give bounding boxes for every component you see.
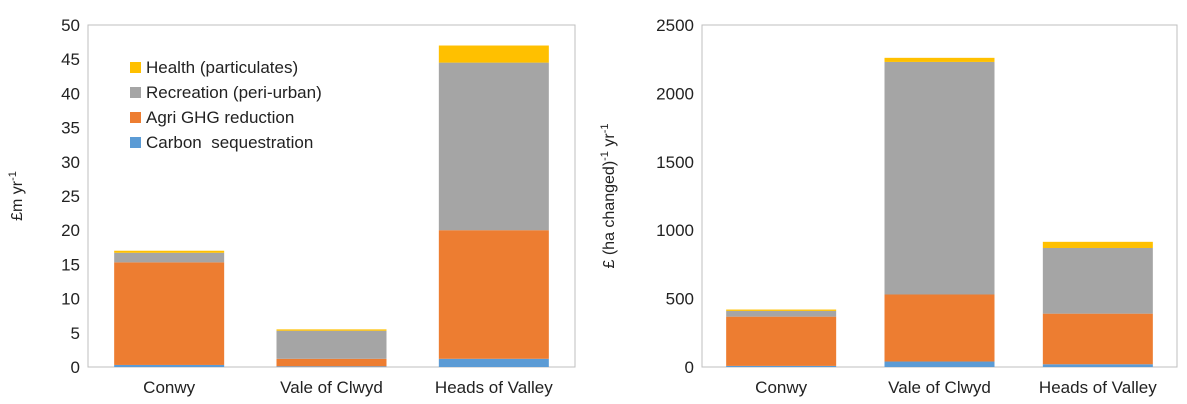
chart1-y-axis-label: £ (ha changed)-1 yr-1	[599, 124, 618, 269]
chart0-bar-2-segment-4	[276, 329, 387, 331]
chart1-bar-1-segment-2	[726, 316, 837, 366]
chart0-bar-1-segment-3	[114, 252, 225, 263]
chart1-y-tick-label: 1000	[656, 221, 694, 240]
chart1-y-axis-label-part: -1	[599, 151, 611, 161]
chart0-bar-3-segment-2	[438, 230, 549, 359]
chart0-x-tick-label: Conwy	[143, 378, 195, 397]
chart0-y-tick-label: 25	[61, 187, 80, 206]
chart1-y-axis-label-part: yr	[601, 133, 618, 151]
chart0-legend-swatch-2	[130, 112, 141, 123]
chart1-bar-3-segment-2	[1042, 313, 1153, 365]
chart0-legend-label-3: Recreation (peri-urban)	[146, 83, 322, 102]
chart0-legend-label-1: Carbon sequestration	[146, 133, 313, 152]
chart0-legend-label-2: Agri GHG reduction	[146, 108, 294, 127]
chart0-y-axis-label-sup: -1	[7, 171, 19, 181]
chart0-y-tick-label: 35	[61, 119, 80, 138]
chart0-y-tick-label: 5	[71, 324, 80, 343]
chart0-x-tick-label: Vale of Clwyd	[280, 378, 383, 397]
chart0-bar-2-segment-3	[276, 330, 387, 359]
chart0-legend-swatch-3	[130, 87, 141, 98]
chart0-legend-swatch-4	[130, 62, 141, 73]
chart1-y-tick-label: 1500	[656, 153, 694, 172]
chart1-bar-3-segment-3	[1042, 247, 1153, 314]
chart0-y-tick-label: 20	[61, 221, 80, 240]
chart1-bar-2-segment-2	[884, 294, 995, 362]
chart0-legend-swatch-1	[130, 137, 141, 148]
chart0-y-tick-label: 30	[61, 153, 80, 172]
chart1-y-tick-label: 2000	[656, 84, 694, 103]
chart0-bar-3-segment-4	[438, 45, 549, 63]
chart0-y-tick-label: 10	[61, 290, 80, 309]
chart1-bar-2-segment-3	[884, 61, 995, 295]
chart0-bar-1-segment-2	[114, 262, 225, 365]
chart0-bar-1-segment-4	[114, 250, 225, 253]
chart0-y-tick-label: 50	[61, 16, 80, 35]
chart0-y-tick-label: 45	[61, 50, 80, 69]
chart1-bar-2-segment-4	[884, 57, 995, 62]
chart1-y-axis-label-part: £ (ha changed)	[601, 161, 618, 269]
chart0-y-axis-label: £m yr-1	[7, 171, 26, 221]
chart1-bar-1-segment-1	[726, 365, 837, 367]
chart0-y-tick-label: 15	[61, 255, 80, 274]
chart1-bar-1-segment-4	[726, 309, 837, 311]
chart1-x-tick-label: Vale of Clwyd	[888, 378, 991, 397]
chart0-legend-label-4: Health (particulates)	[146, 58, 298, 77]
chart1-y-tick-label: 2500	[656, 16, 694, 35]
chart0-bar-2-segment-2	[276, 358, 387, 367]
chart1-bar-3-segment-4	[1042, 241, 1153, 248]
chart0-bar-3-segment-3	[438, 62, 549, 231]
chart-left: 0 5 10 15 20 25 30 35 40 45 50 Conwy Vale of Clwyd He…	[7, 16, 576, 397]
chart1-y-axis-label-part: -1	[599, 124, 611, 134]
chart1-y-tick-label: 500	[666, 290, 694, 309]
chart1-bar-3-segment-1	[1042, 364, 1153, 367]
chart0-bar-2-segment-1	[276, 366, 387, 367]
chart0-y-tick-label: 40	[61, 84, 80, 103]
chart0-bar-3-segment-1	[438, 358, 549, 367]
chart0-y-axis-label-main: £m yr	[9, 180, 26, 221]
chart0-y-tick-label: 0	[71, 358, 80, 377]
chart-right: 0 500 1000 1500 2000 2500 Conwy Vale of Clwyd He…	[599, 16, 1178, 397]
chart1-y-tick-label: 0	[685, 358, 694, 377]
chart1-bar-2-segment-1	[884, 361, 995, 367]
chart1-x-tick-label: Conwy	[755, 378, 807, 397]
chart1-bar-1-segment-3	[726, 310, 837, 317]
chart0-x-tick-label: Heads of Valley	[435, 378, 553, 397]
chart0-bar-1-segment-1	[114, 364, 225, 367]
chart1-x-tick-label: Heads of Valley	[1039, 378, 1157, 397]
